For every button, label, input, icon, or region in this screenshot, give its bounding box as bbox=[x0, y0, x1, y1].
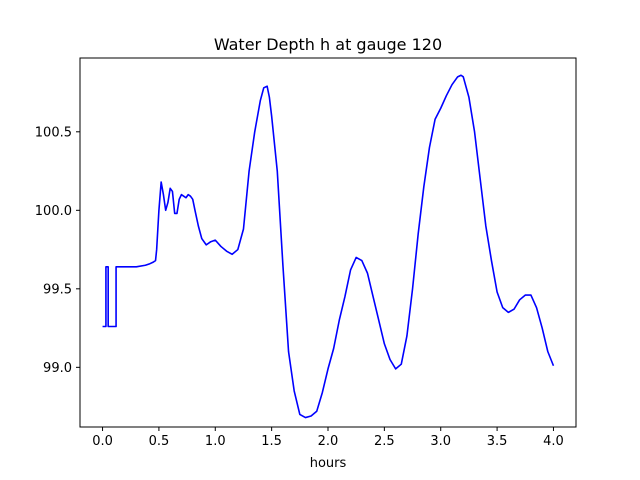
x-tick-label: 2.0 bbox=[318, 434, 339, 449]
chart-title: Water Depth h at gauge 120 bbox=[214, 35, 442, 54]
y-tick-label: 100.5 bbox=[35, 125, 72, 140]
x-tick-label: 4.0 bbox=[543, 434, 564, 449]
series-line-0 bbox=[102, 74, 555, 419]
x-tick-label: 3.5 bbox=[487, 434, 508, 449]
y-tick-label: 99.0 bbox=[43, 361, 72, 376]
x-tick-label: 0.5 bbox=[149, 434, 170, 449]
x-axis-label: hours bbox=[310, 456, 347, 471]
x-tick-label: 3.0 bbox=[430, 434, 451, 449]
x-tick-label: 2.5 bbox=[374, 434, 395, 449]
y-tick-label: 100.0 bbox=[35, 204, 72, 219]
axis-ticks: 0.0 0.5 1.0 1.5 2.0 2.5 3.0 3.5 4.0 99.0 99.5 100.0… bbox=[35, 125, 564, 449]
x-tick-label: 0.0 bbox=[92, 434, 113, 449]
x-tick-label: 1.5 bbox=[261, 434, 282, 449]
x-tick-label: 1.0 bbox=[205, 434, 226, 449]
y-tick-label: 99.5 bbox=[43, 282, 72, 297]
